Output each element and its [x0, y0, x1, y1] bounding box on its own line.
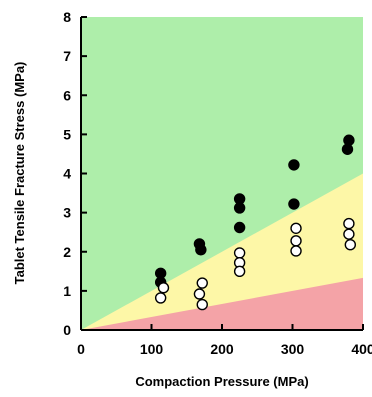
data-point-open: [154, 292, 167, 304]
y-axis-title: Tablet Tensile Fracture Stress (MPa): [12, 62, 27, 285]
y-tick-label: 2: [63, 244, 71, 260]
data-point-filled: [233, 202, 246, 214]
x-axis-title: Compaction Pressure (MPa): [135, 374, 308, 389]
x-tick-label: 300: [281, 341, 305, 357]
data-point-open: [290, 235, 302, 247]
axes: [80, 16, 364, 331]
region-risk: [81, 277, 363, 330]
region-caution: [81, 173, 363, 330]
data-point-open: [193, 288, 206, 300]
data-points: [154, 134, 357, 311]
data-point-open: [196, 277, 208, 289]
data-point-open: [290, 245, 302, 257]
y-tick-label: 5: [63, 126, 71, 142]
y-tick-label: 6: [63, 87, 71, 103]
x-tick-label: 0: [77, 341, 85, 357]
data-point-filled: [233, 221, 246, 234]
y-tick-label: 4: [63, 166, 71, 182]
data-point-open: [344, 239, 357, 251]
y-tick-label: 8: [63, 9, 71, 25]
y-tick-label: 3: [63, 205, 71, 221]
x-tick-label: 400: [351, 341, 372, 357]
data-point-open: [157, 282, 170, 294]
data-point-open: [233, 247, 246, 259]
data-point-open: [290, 222, 302, 234]
y-tick-label: 0: [63, 322, 71, 338]
tick-labels: 0 1 2 3 4 5 6 7 8 0 100 200 300 400: [63, 9, 372, 357]
x-tick-label: 200: [210, 341, 234, 357]
data-point-open: [233, 265, 246, 278]
x-tick-label: 100: [140, 341, 164, 357]
data-point-filled: [195, 244, 207, 256]
y-tick-label: 7: [63, 48, 71, 64]
data-point-open: [343, 228, 355, 240]
data-point-filled: [288, 159, 300, 171]
data-point-open: [196, 298, 208, 311]
data-point-filled: [288, 198, 300, 210]
data-point-open: [343, 217, 355, 230]
data-point-filled: [341, 143, 354, 155]
chart-regions: [81, 17, 363, 330]
y-tick-label: 1: [63, 283, 71, 299]
